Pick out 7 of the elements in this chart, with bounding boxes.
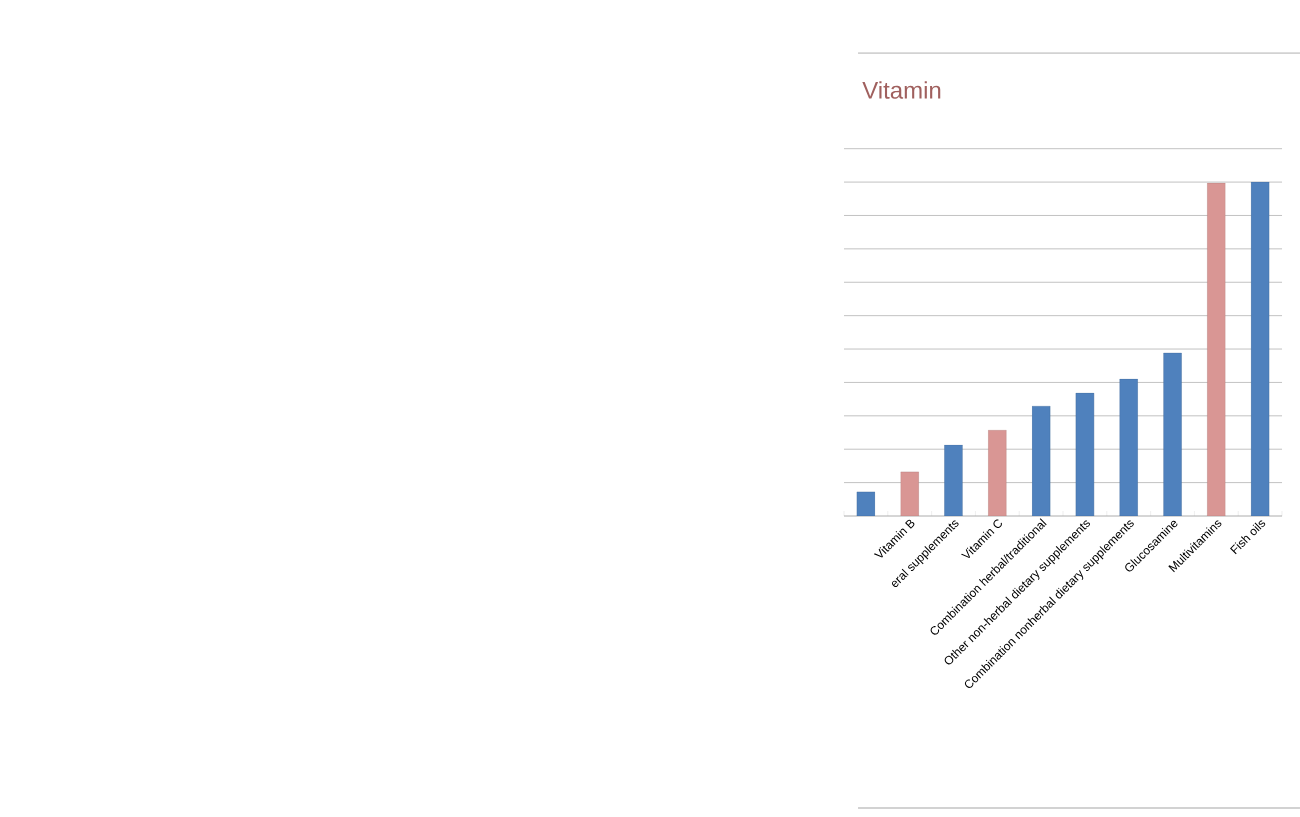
bar <box>1250 181 1270 516</box>
chart-title: Vitamin <box>862 81 941 99</box>
bar <box>1207 182 1226 516</box>
x-tick-label: Fish oils <box>1230 520 1266 555</box>
bar <box>1119 378 1138 516</box>
bar <box>988 429 1007 516</box>
bar <box>1031 405 1051 516</box>
